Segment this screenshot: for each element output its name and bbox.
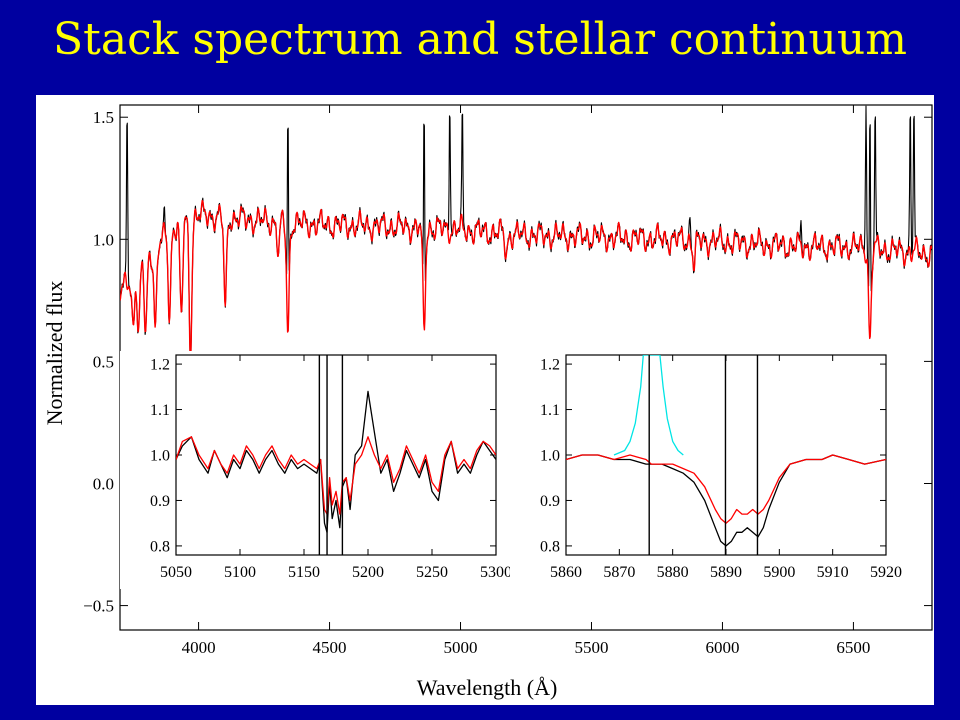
x-tick-label: 5910 xyxy=(817,564,849,581)
x-tick-label: 5200 xyxy=(352,564,384,581)
figure-panel: 4000 4500 5000 5500 6000 6500 −0.5 0.0 0.5 1.0 1.5… xyxy=(36,95,934,705)
x-tick-label: 6000 xyxy=(705,638,739,657)
y-tick-label: 0.0 xyxy=(93,474,114,493)
y-tick-label: 0.9 xyxy=(540,493,560,510)
x-axis-label: Wavelength (Å) xyxy=(417,675,558,700)
spectrum-chart: 4000 4500 5000 5500 6000 6500 −0.5 0.0 0.5 1.0 1.5… xyxy=(42,104,933,700)
y-tick-label: 0.8 xyxy=(540,539,560,556)
x-tick-label: 5100 xyxy=(224,564,256,581)
y-tick-label: 0.8 xyxy=(150,539,170,556)
y-tick-label: 1.0 xyxy=(93,230,114,249)
series-line xyxy=(613,355,684,456)
x-tick-label: 5300 xyxy=(480,564,512,581)
y-tick-label: 1.5 xyxy=(93,108,114,127)
y-tick-label: −0.5 xyxy=(83,597,114,616)
y-tick-label: 1.0 xyxy=(540,448,560,465)
x-tick-label: 4500 xyxy=(313,638,347,657)
x-tick-label: 6500 xyxy=(836,638,870,657)
x-tick-label: 5890 xyxy=(710,564,742,581)
plot-frame xyxy=(175,354,497,556)
series-line xyxy=(176,390,496,533)
x-tick-label: 5900 xyxy=(763,564,795,581)
x-tick-label: 5860 xyxy=(550,564,582,581)
y-axis-label: Normalized flux xyxy=(42,281,67,426)
slide-title: Stack spectrum and stellar continuum xyxy=(53,14,907,65)
x-tick-label: 5920 xyxy=(870,564,902,581)
x-tick-label: 5000 xyxy=(444,638,478,657)
x-tick-label: 5880 xyxy=(657,564,689,581)
series-line xyxy=(120,199,932,363)
x-tick-label: 5870 xyxy=(603,564,635,581)
series-line xyxy=(176,436,496,515)
x-tick-label: 5050 xyxy=(160,564,192,581)
x-tick-label: 4000 xyxy=(182,638,216,657)
y-tick-label: 0.5 xyxy=(93,352,114,371)
x-tick-label: 5150 xyxy=(288,564,320,581)
y-tick-label: 1.0 xyxy=(150,448,170,465)
x-tick-label: 5500 xyxy=(574,638,608,657)
x-tick-label: 5250 xyxy=(416,564,448,581)
series-line xyxy=(566,454,886,524)
y-tick-label: 1.2 xyxy=(540,357,560,374)
y-tick-label: 1.1 xyxy=(150,402,170,419)
y-tick-label: 0.9 xyxy=(150,493,170,510)
inset-nad-plot: 5860 5870 5880 5890 5900 5910 5920 0.8 0.9 1.0 1.1… xyxy=(510,351,902,589)
y-tick-label: 1.2 xyxy=(150,357,170,374)
y-tick-label: 1.1 xyxy=(540,402,560,419)
inset-mgb-plot: 5050 5100 5150 5200 5250 5300 0.8 0.9 1.0 1.1 1.2 xyxy=(120,351,512,589)
